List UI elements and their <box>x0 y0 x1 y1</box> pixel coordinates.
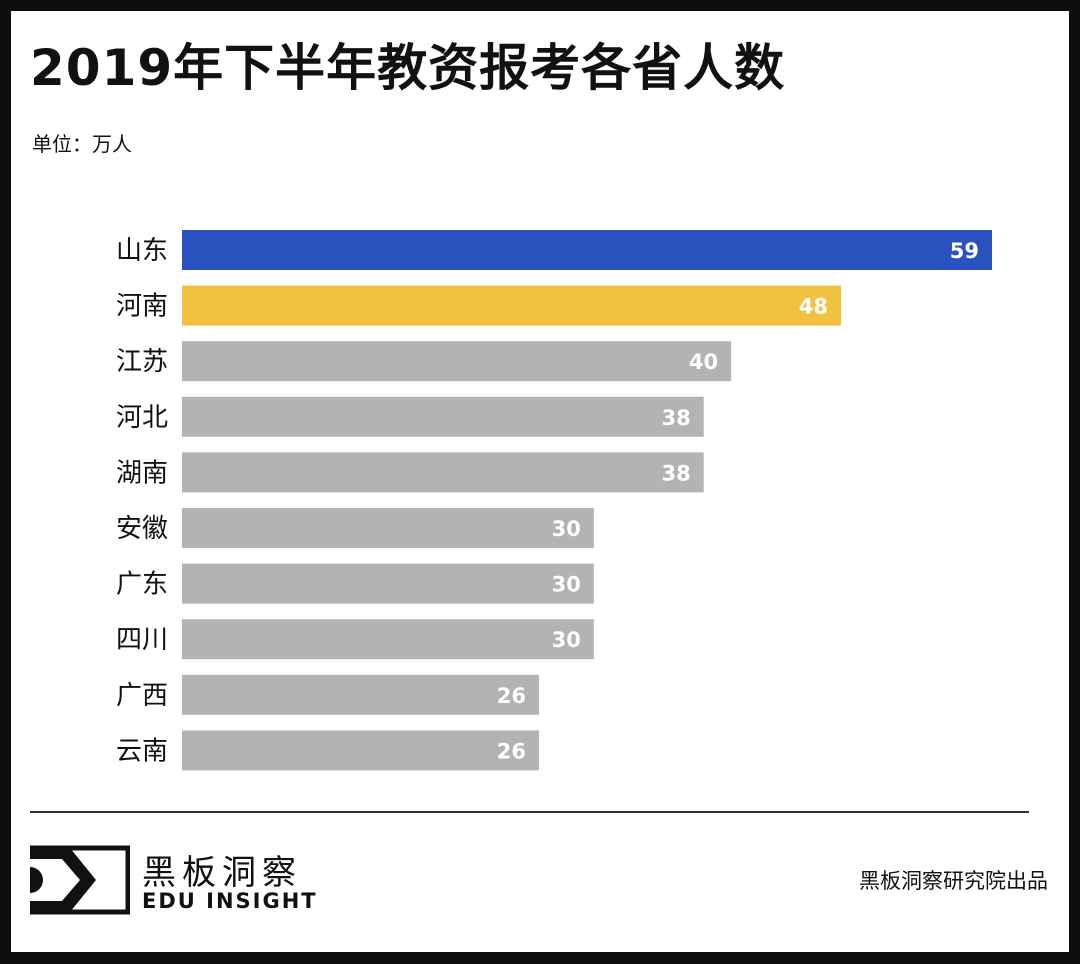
bar-河南 <box>182 285 841 326</box>
unit-label: 单位：万人 <box>32 132 132 156</box>
bar-河北 <box>182 396 704 437</box>
value-label: 30 <box>552 517 581 541</box>
category-label: 江苏 <box>116 347 168 377</box>
bar-江苏 <box>182 341 732 382</box>
value-label: 48 <box>799 295 828 319</box>
logo-chinese-text: 黑板洞察 <box>142 853 302 893</box>
value-label: 59 <box>950 239 979 263</box>
bar-山东 <box>182 230 992 270</box>
value-label: 40 <box>689 350 718 374</box>
eye-logo-icon <box>29 845 131 915</box>
value-label: 26 <box>497 739 526 763</box>
value-label: 26 <box>497 684 526 708</box>
bar-安徽 <box>182 508 594 548</box>
credit-text: 黑板洞察研究院出品 <box>859 869 1048 893</box>
value-label: 30 <box>552 628 581 652</box>
bar-广西 <box>182 674 539 715</box>
value-label: 38 <box>661 406 690 430</box>
category-label: 四川 <box>116 625 168 655</box>
category-label: 河北 <box>116 403 168 433</box>
bar-广东 <box>182 563 594 604</box>
category-label: 河南 <box>116 292 168 322</box>
bar-四川 <box>182 619 594 660</box>
logo-english-text: EDU INSIGHT <box>142 889 318 913</box>
value-label: 38 <box>661 461 690 485</box>
bar-湖南 <box>182 452 704 493</box>
value-label: 30 <box>552 573 581 597</box>
bar-chart: 山东 59 河南 48 江苏 40 河北 38 湖南 38 安徽 30 广东 30 四川 30 广西 26 云南 26 <box>116 230 992 771</box>
category-label: 广西 <box>116 681 168 711</box>
chart-title: 2019年下半年教资报考各省人数 <box>30 39 786 97</box>
divider <box>30 811 1029 813</box>
logo: 黑板洞察 EDU INSIGHT <box>29 845 316 919</box>
bar-云南 <box>182 730 539 771</box>
category-label: 山东 <box>116 236 168 266</box>
category-label: 湖南 <box>116 458 168 488</box>
category-label: 云南 <box>116 736 168 766</box>
category-label: 广东 <box>116 570 168 600</box>
category-label: 安徽 <box>116 514 168 544</box>
